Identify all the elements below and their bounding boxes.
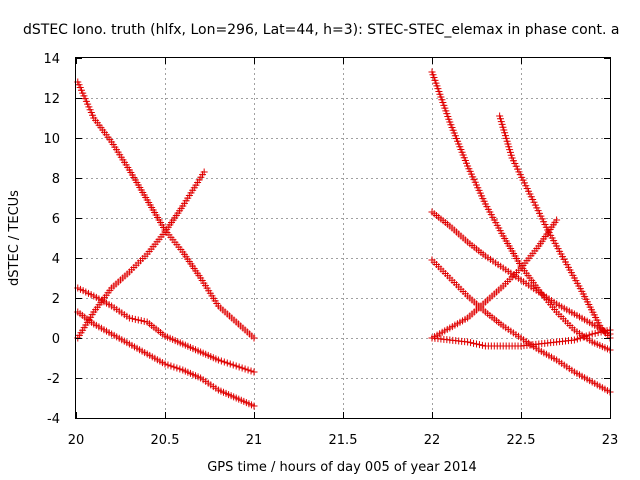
- data-points: [74, 68, 614, 410]
- data-point: [134, 316, 142, 324]
- series-8: [428, 256, 614, 396]
- data-point: [247, 367, 255, 375]
- x-tick-label: 21: [246, 433, 263, 448]
- x-tick-label: 21.5: [329, 433, 358, 448]
- data-point: [594, 329, 602, 337]
- data-point: [585, 331, 593, 339]
- y-tick-label: 14: [43, 52, 60, 67]
- data-point: [576, 334, 584, 342]
- data-point: [570, 336, 578, 344]
- data-point: [244, 366, 252, 374]
- data-point: [250, 402, 258, 410]
- y-tick-label: -4: [47, 412, 60, 427]
- chart-title: dSTEC Iono. truth (hlfx, Lon=296, Lat=44…: [23, 22, 620, 38]
- data-point: [553, 216, 561, 224]
- data-point: [464, 338, 472, 346]
- y-tick-label: 8: [52, 172, 60, 187]
- data-point: [223, 359, 231, 367]
- y-tick-label: -2: [47, 372, 60, 387]
- data-point: [588, 330, 596, 338]
- data-point: [173, 364, 181, 372]
- y-tick-label: 2: [52, 292, 60, 307]
- data-point: [475, 341, 483, 349]
- data-point: [161, 360, 169, 368]
- data-point: [573, 335, 581, 343]
- x-tick-label: 22: [424, 433, 441, 448]
- data-point: [200, 168, 208, 176]
- data-point: [170, 363, 178, 371]
- y-tick-label: 6: [52, 212, 60, 227]
- data-point: [603, 327, 611, 335]
- x-tick-label: 23: [602, 433, 619, 448]
- x-tick-label: 22.5: [507, 433, 536, 448]
- y-tick-label: 12: [43, 92, 60, 107]
- data-point: [214, 356, 222, 364]
- data-point: [229, 361, 237, 369]
- data-point: [131, 315, 139, 323]
- series-4: [74, 308, 258, 410]
- series-5: [428, 68, 614, 354]
- x-tick-label: 20: [68, 433, 85, 448]
- data-point: [140, 317, 148, 325]
- x-tick-label: 20.5: [151, 433, 180, 448]
- series-2: [74, 168, 208, 342]
- data-point: [473, 340, 480, 348]
- series-1: [74, 78, 258, 342]
- data-point: [164, 361, 172, 369]
- data-point: [167, 362, 175, 370]
- series-3: [74, 284, 258, 376]
- data-point: [470, 339, 478, 347]
- y-tick-label: 0: [52, 332, 60, 347]
- data-point: [176, 365, 184, 373]
- data-point: [600, 327, 608, 335]
- data-point: [220, 358, 228, 366]
- y-tick-label: 10: [43, 132, 60, 147]
- series-6: [496, 112, 614, 342]
- data-point: [226, 360, 234, 368]
- series-9: [428, 216, 561, 342]
- data-point: [582, 332, 590, 340]
- x-tick-labels: 20 20.5 21 21.5 22 22.5 23: [68, 433, 619, 448]
- grid-lines: [76, 58, 610, 418]
- data-point: [238, 364, 246, 372]
- data-point: [241, 365, 249, 373]
- data-point: [579, 333, 587, 341]
- data-point: [597, 328, 605, 336]
- data-point: [467, 339, 475, 347]
- plot-frame: [75, 57, 611, 419]
- y-axis-label: dSTEC / TECUs: [7, 190, 22, 286]
- data-point: [591, 329, 599, 337]
- data-point: [235, 363, 243, 371]
- data-point: [478, 341, 486, 349]
- data-point: [232, 362, 240, 370]
- data-point: [125, 314, 133, 322]
- data-point: [217, 357, 225, 365]
- y-tick-labels: -4 -2 0 2 4 6 8 10 12 14: [43, 52, 60, 427]
- data-point: [250, 334, 258, 342]
- y-tick-label: 4: [52, 252, 60, 267]
- axis-ticks: [76, 58, 611, 419]
- data-point: [250, 368, 258, 376]
- x-axis-label: GPS time / hours of day 005 of year 2014: [207, 460, 477, 475]
- data-point: [137, 317, 145, 325]
- data-point: [128, 315, 136, 323]
